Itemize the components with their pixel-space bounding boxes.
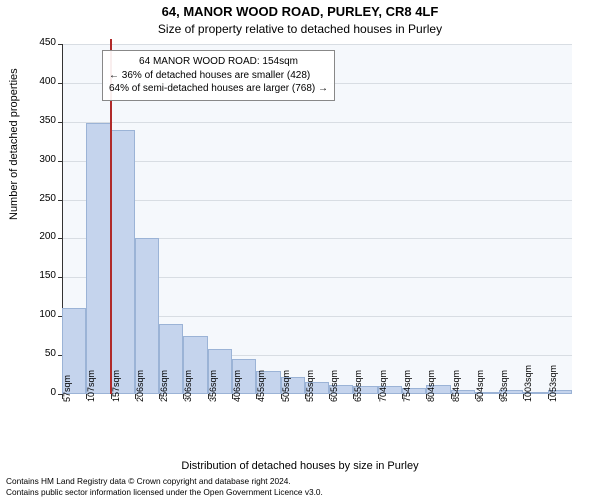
y-axis-ticks: 050100150200250300350400450	[24, 44, 62, 394]
x-axis-label: Distribution of detached houses by size …	[0, 460, 600, 472]
chart-subtitle: Size of property relative to detached ho…	[0, 22, 600, 36]
footer-line2: Contains public sector information licen…	[6, 487, 594, 497]
annot-line1: 64 MANOR WOOD ROAD: 154sqm	[109, 55, 328, 69]
footer-line1: Contains HM Land Registry data © Crown c…	[6, 476, 594, 486]
annot-line3: 64% of semi-detached houses are larger (…	[109, 82, 328, 96]
chart-title: 64, MANOR WOOD ROAD, PURLEY, CR8 4LF	[0, 4, 600, 19]
histogram-bar	[111, 130, 135, 394]
footer-text: Contains HM Land Registry data © Crown c…	[6, 476, 594, 497]
annotation-box: 64 MANOR WOOD ROAD: 154sqm ← 36% of deta…	[102, 50, 335, 101]
annot-line2: ← 36% of detached houses are smaller (42…	[109, 69, 328, 83]
plot-area: 64 MANOR WOOD ROAD: 154sqm ← 36% of deta…	[62, 44, 572, 394]
y-axis-label: Number of detached properties	[8, 68, 20, 220]
histogram-bar	[86, 123, 110, 394]
chart-container: 64, MANOR WOOD ROAD, PURLEY, CR8 4LF Siz…	[0, 0, 600, 500]
